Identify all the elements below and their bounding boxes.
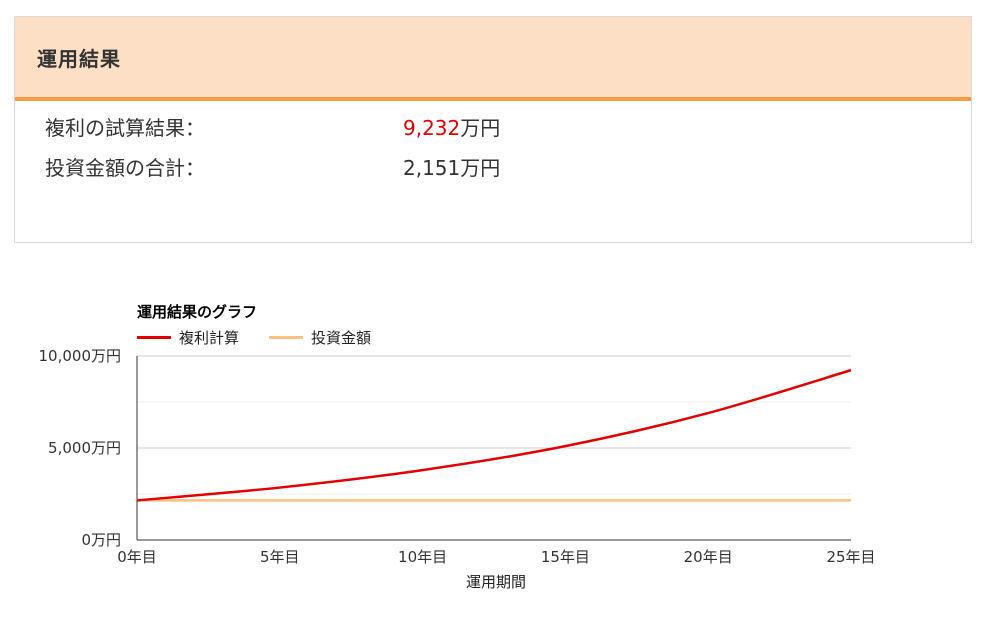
compound-result-label: 複利の試算結果： bbox=[45, 116, 205, 140]
x-tick-label: 20年目 bbox=[684, 548, 733, 566]
investment-total-unit: 万円 bbox=[460, 156, 501, 180]
y-tick-label: 10,000万円 bbox=[39, 347, 122, 365]
chart-legend: 複利計算 投資金額 bbox=[137, 327, 401, 348]
y-tick-label: 5,000万円 bbox=[48, 439, 121, 457]
result-chart: 運用結果のグラフ 複利計算 投資金額 0万円 5,000万円 10,000万円 0年目… bbox=[0, 290, 983, 610]
x-tick-label: 25年目 bbox=[826, 548, 875, 566]
investment-total-value: 2,151 bbox=[403, 156, 461, 180]
x-tick-label: 5年目 bbox=[260, 548, 300, 566]
x-tick-label: 0年目 bbox=[117, 548, 157, 566]
legend-label-compound: 複利計算 bbox=[179, 329, 240, 347]
x-tick-label: 15年目 bbox=[541, 548, 590, 566]
x-axis-title: 運用期間 bbox=[466, 573, 526, 591]
legend-label-investment: 投資金額 bbox=[311, 329, 372, 347]
chart-title: 運用結果のグラフ bbox=[137, 303, 258, 321]
compound-result-row: 複利の試算結果： 9,232 万円 bbox=[45, 112, 500, 141]
investment-total-row: 投資金額の合計： 2,151 万円 bbox=[45, 152, 500, 181]
legend-item-investment[interactable]: 投資金額 bbox=[269, 327, 371, 348]
result-panel: 運用結果 複利の試算結果： 9,232 万円 投資金額の合計： 2,151 万円 bbox=[14, 16, 972, 243]
x-tick-label: 10年目 bbox=[398, 548, 447, 566]
legend-swatch-compound bbox=[137, 336, 171, 339]
chart-plot-area: 0万円 5,000万円 10,000万円 0年目 5年目 10年目 15年目 20年目 25年目… bbox=[39, 347, 876, 591]
panel-header: 運用結果 bbox=[15, 17, 971, 101]
legend-swatch-investment bbox=[269, 336, 304, 339]
panel-title: 運用結果 bbox=[37, 46, 121, 71]
series-line-compound bbox=[136, 368, 852, 502]
y-tick-label: 0万円 bbox=[81, 531, 121, 549]
legend-item-compound[interactable]: 複利計算 bbox=[137, 327, 239, 348]
compound-result-value: 9,232 bbox=[403, 116, 461, 140]
investment-total-label: 投資金額の合計： bbox=[45, 156, 205, 180]
compound-result-unit: 万円 bbox=[460, 116, 501, 140]
